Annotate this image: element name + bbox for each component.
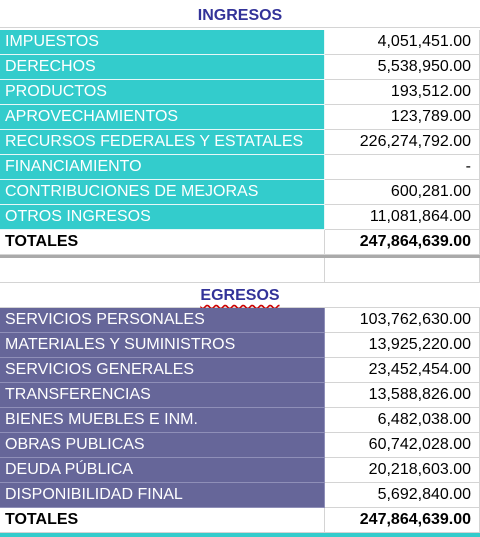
empty-cell (325, 258, 480, 283)
row-amount: 60,742,028.00 (325, 433, 480, 458)
row-amount: 13,588,826.00 (325, 383, 480, 408)
row-label: RECURSOS FEDERALES Y ESTATALES (0, 130, 325, 155)
row-amount: 226,274,792.00 (325, 130, 480, 155)
total-label: TOTALES (0, 230, 325, 255)
row-amount: 4,051,451.00 (325, 30, 480, 55)
row-amount: 103,762,630.00 (325, 308, 480, 333)
row-amount: 11,081,864.00 (325, 205, 480, 230)
row-label: DERECHOS (0, 55, 325, 80)
empty-cell (0, 258, 325, 283)
row-amount: 600,281.00 (325, 180, 480, 205)
row-label: DISPONIBILIDAD FINAL (0, 483, 325, 508)
row-amount: 23,452,454.00 (325, 358, 480, 383)
row-amount: 193,512.00 (325, 80, 480, 105)
row-label: SERVICIOS PERSONALES (0, 308, 325, 333)
row-amount: 13,925,220.00 (325, 333, 480, 358)
row-label: CONTRIBUCIONES DE MEJORAS (0, 180, 325, 205)
row-label: OBRAS PUBLICAS (0, 433, 325, 458)
row-label: PRODUCTOS (0, 80, 325, 105)
row-amount: 5,538,950.00 (325, 55, 480, 80)
row-amount: 123,789.00 (325, 105, 480, 130)
row-label: BIENES MUEBLES E INM. (0, 408, 325, 433)
row-label: MATERIALES Y SUMINISTROS (0, 333, 325, 358)
total-amount: 247,864,639.00 (325, 508, 480, 533)
row-amount: - (325, 155, 480, 180)
total-label: TOTALES (0, 508, 325, 533)
row-amount: 20,218,603.00 (325, 458, 480, 483)
row-label: IMPUESTOS (0, 30, 325, 55)
row-label: TRANSFERENCIAS (0, 383, 325, 408)
row-amount: 6,482,038.00 (325, 408, 480, 433)
row-label: SERVICIOS GENERALES (0, 358, 325, 383)
row-label: DEUDA PÚBLICA (0, 458, 325, 483)
total-amount: 247,864,639.00 (325, 230, 480, 255)
section-title: INGRESOS (0, 3, 480, 28)
row-label: OTROS INGRESOS (0, 205, 325, 230)
separator (0, 255, 480, 258)
bottom-border (0, 533, 480, 537)
row-amount: 5,692,840.00 (325, 483, 480, 508)
row-label: FINANCIAMIENTO (0, 155, 325, 180)
row-label: APROVECHAMIENTOS (0, 105, 325, 130)
section-title: EGRESOS (0, 283, 480, 308)
